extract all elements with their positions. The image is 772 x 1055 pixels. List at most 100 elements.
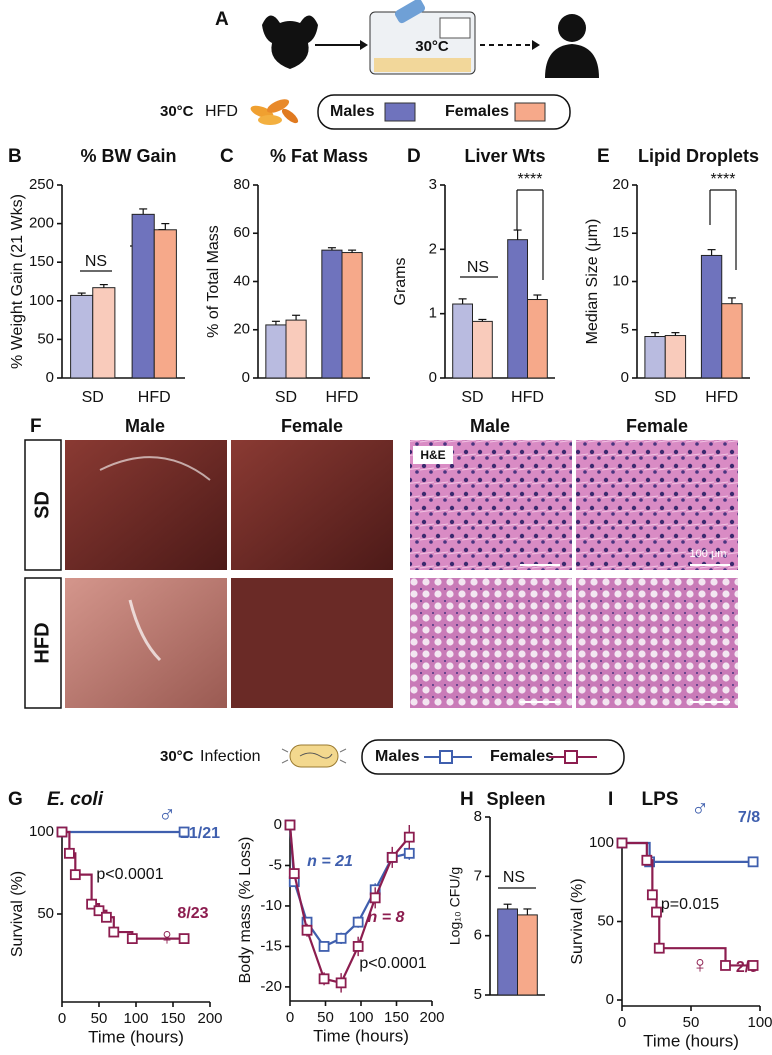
column-label: Male — [125, 416, 165, 436]
marker — [318, 973, 330, 985]
marker — [284, 819, 296, 831]
y-tick-label: 100 — [589, 834, 614, 851]
legend-entry: Females — [445, 103, 509, 120]
annotation: NS — [503, 869, 525, 886]
annotation: NS — [85, 253, 107, 270]
x-tick-label: HFD — [705, 389, 738, 406]
y-tick-label: 8 — [474, 808, 482, 825]
cage-label: 30°C — [415, 38, 449, 55]
y-tick-label: -5 — [269, 856, 282, 873]
y-tick-label: 50 — [37, 905, 54, 922]
x-tick-label: HFD — [326, 389, 359, 406]
marker — [352, 941, 364, 952]
panel-letter: B — [8, 146, 22, 167]
legend-swatch — [439, 750, 453, 764]
x-tick-label: HFD — [138, 389, 171, 406]
y-tick-label: 0 — [242, 369, 250, 386]
bar — [664, 335, 687, 379]
annotation: NS — [467, 259, 489, 276]
legend-box — [361, 739, 625, 775]
marker — [641, 854, 653, 866]
x-tick-label: 0 — [618, 1014, 626, 1031]
annotation: n = 8 — [368, 909, 405, 926]
y-tick-label: 6 — [474, 927, 482, 944]
legend-swatch — [564, 750, 578, 764]
bar — [285, 319, 307, 379]
x-tick-label: 200 — [419, 1009, 444, 1026]
marker — [653, 942, 665, 954]
chart-title: E. coli — [47, 789, 104, 810]
x-tick-label: 150 — [384, 1009, 409, 1026]
bar — [131, 213, 155, 379]
stain-label: H&E — [420, 448, 445, 462]
panel-letter: A — [215, 9, 229, 30]
bar — [472, 320, 493, 379]
x-tick-label: 50 — [683, 1014, 700, 1031]
marker — [747, 856, 759, 868]
x-tick-label: 200 — [197, 1010, 222, 1027]
annotation: 8/23 — [177, 905, 208, 922]
chart-title: % Fat Mass — [270, 146, 368, 166]
marker — [720, 960, 731, 971]
x-tick-label: 100 — [747, 1014, 772, 1031]
marker — [646, 889, 658, 901]
panel-letter: C — [220, 146, 234, 167]
marker — [69, 869, 81, 881]
x-tick-label: HFD — [511, 389, 544, 406]
marker — [747, 960, 759, 971]
y-tick-label: -20 — [260, 978, 282, 995]
y-tick-label: 5 — [621, 321, 629, 338]
y-tick-label: 7 — [474, 867, 482, 884]
annotation: p<0.0001 — [359, 955, 426, 972]
panel-letter: I — [608, 789, 613, 810]
y-axis-label: % of Total Mass — [205, 225, 222, 338]
annotation: ♀ — [691, 951, 709, 978]
marker — [64, 847, 75, 859]
panel-letter: D — [407, 146, 421, 167]
y-tick-label: 100 — [29, 292, 54, 309]
marker — [403, 831, 415, 843]
legend-prefix: 30°C — [160, 748, 194, 765]
y-tick-label: 0 — [274, 816, 282, 833]
chart-title: Spleen — [486, 789, 545, 809]
marker — [56, 826, 68, 838]
annotation: ♀ — [158, 923, 176, 950]
legend-prefix: 30°C — [160, 103, 194, 120]
column-label: Female — [626, 416, 688, 436]
y-tick-label: -10 — [260, 897, 282, 914]
legend-swatch — [384, 102, 416, 122]
y-tick-label: 1 — [429, 305, 437, 322]
marker — [301, 924, 313, 936]
legend-label: HFD — [205, 103, 238, 120]
x-axis-label: Time (hours) — [643, 1031, 739, 1050]
annotation: 21/21 — [180, 825, 220, 842]
y-tick-label: 5 — [474, 986, 482, 1003]
y-tick-label: 0 — [46, 369, 54, 386]
bar — [497, 908, 519, 996]
marker — [352, 916, 364, 928]
y-tick-label: 40 — [233, 272, 250, 289]
bar — [92, 287, 116, 379]
y-tick-label: 10 — [612, 272, 629, 289]
marker — [651, 906, 662, 918]
annotation: ♂ — [158, 801, 176, 828]
column-label: Male — [470, 416, 510, 436]
marker — [178, 933, 190, 944]
legend-swatch — [514, 102, 546, 122]
y-tick-label: 20 — [233, 321, 250, 338]
bar — [527, 299, 548, 379]
y-axis-label: Median Size (μm) — [584, 219, 601, 345]
y-tick-label: 150 — [29, 253, 54, 270]
row-label: HFD — [31, 622, 53, 663]
legend-entry: Males — [330, 103, 375, 120]
marker — [318, 941, 330, 952]
bar — [517, 914, 538, 996]
chart-title: Lipid Droplets — [638, 146, 759, 166]
marker — [386, 851, 398, 863]
marker — [335, 977, 347, 989]
food-icon — [250, 99, 299, 125]
y-tick-label: 200 — [29, 215, 54, 232]
x-tick-label: SD — [275, 389, 297, 406]
bar — [70, 294, 94, 379]
marker — [93, 905, 105, 917]
